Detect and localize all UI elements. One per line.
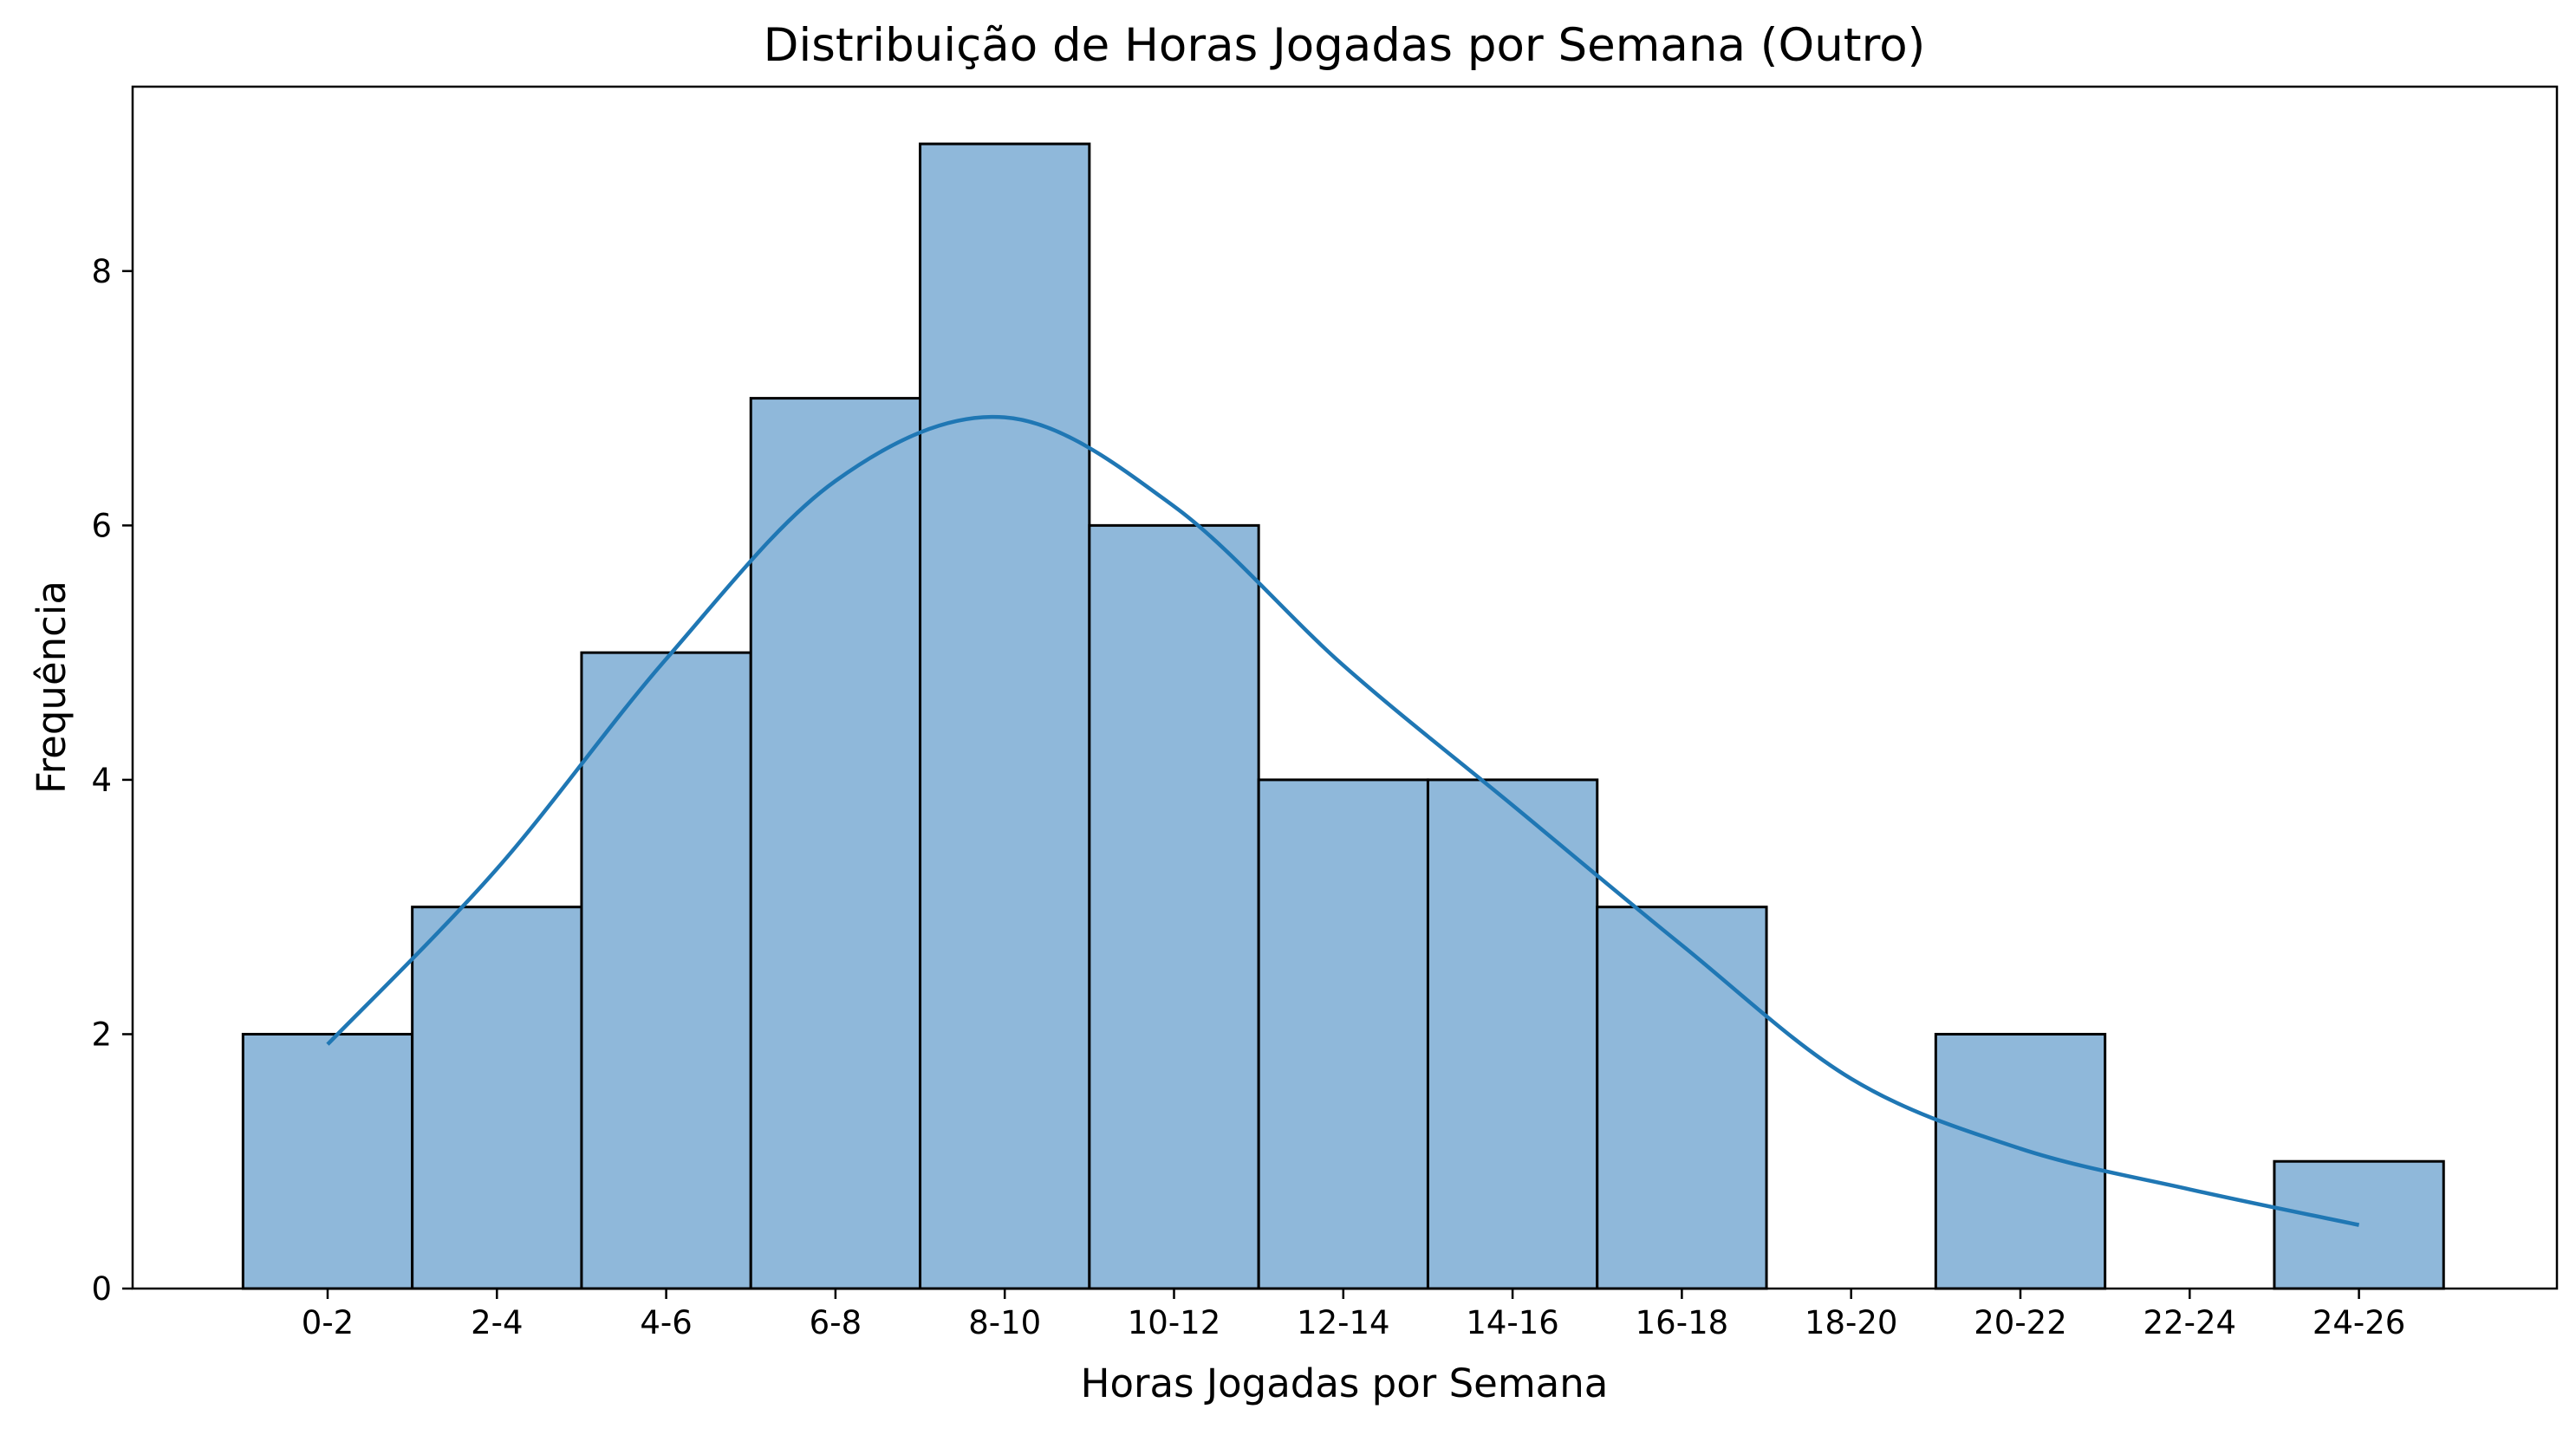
histogram-bar <box>1257 778 1429 1290</box>
chart-title: Distribuição de Horas Jogadas por Semana… <box>764 19 1926 72</box>
y-axis-ticks: 0 2 4 6 8 <box>91 253 133 1308</box>
x-tick-label: 22-24 <box>2143 1304 2237 1341</box>
histogram-bar <box>749 397 922 1290</box>
histogram-bar <box>580 651 752 1290</box>
histogram-bar <box>411 906 583 1290</box>
x-tick-label: 0-2 <box>302 1304 354 1341</box>
kde-line <box>326 414 2360 1227</box>
histogram-bar <box>1596 906 1768 1290</box>
histogram-bar <box>1934 1032 2107 1290</box>
histogram-bar <box>1088 523 1260 1290</box>
x-axis-label: Horas Jogadas por Semana <box>1081 1360 1609 1406</box>
histogram-bar <box>241 1032 414 1290</box>
x-tick-label: 14-16 <box>1466 1304 1559 1341</box>
x-tick-label: 16-18 <box>1636 1304 1729 1341</box>
y-tick-label: 2 <box>91 1016 112 1053</box>
x-tick-label: 4-6 <box>640 1304 692 1341</box>
x-tick-label: 6-8 <box>810 1304 862 1341</box>
x-tick-label: 12-14 <box>1297 1304 1390 1341</box>
y-tick-label: 0 <box>91 1270 112 1308</box>
x-tick-label: 18-20 <box>1805 1304 1898 1341</box>
y-tick-label: 4 <box>91 762 112 799</box>
y-tick-label: 6 <box>91 507 112 544</box>
x-tick-label: 20-22 <box>1974 1304 2067 1341</box>
x-tick-label: 8-10 <box>968 1304 1041 1341</box>
y-axis-label: Frequência <box>29 581 75 794</box>
x-tick-label: 24-26 <box>2313 1304 2406 1341</box>
histogram-bar <box>1426 778 1599 1290</box>
x-axis-ticks: 0-2 2-4 4-6 6-8 8-10 10-12 12-14 14-16 16-18 18-2… <box>302 1289 2406 1341</box>
kde-layer <box>326 414 2360 1227</box>
histogram-bar <box>919 142 1091 1290</box>
x-tick-label: 2-4 <box>471 1304 523 1341</box>
y-tick-label: 8 <box>91 253 112 290</box>
bars-layer <box>241 142 2445 1290</box>
x-tick-label: 10-12 <box>1128 1304 1221 1341</box>
plot-frame <box>131 85 2559 1290</box>
